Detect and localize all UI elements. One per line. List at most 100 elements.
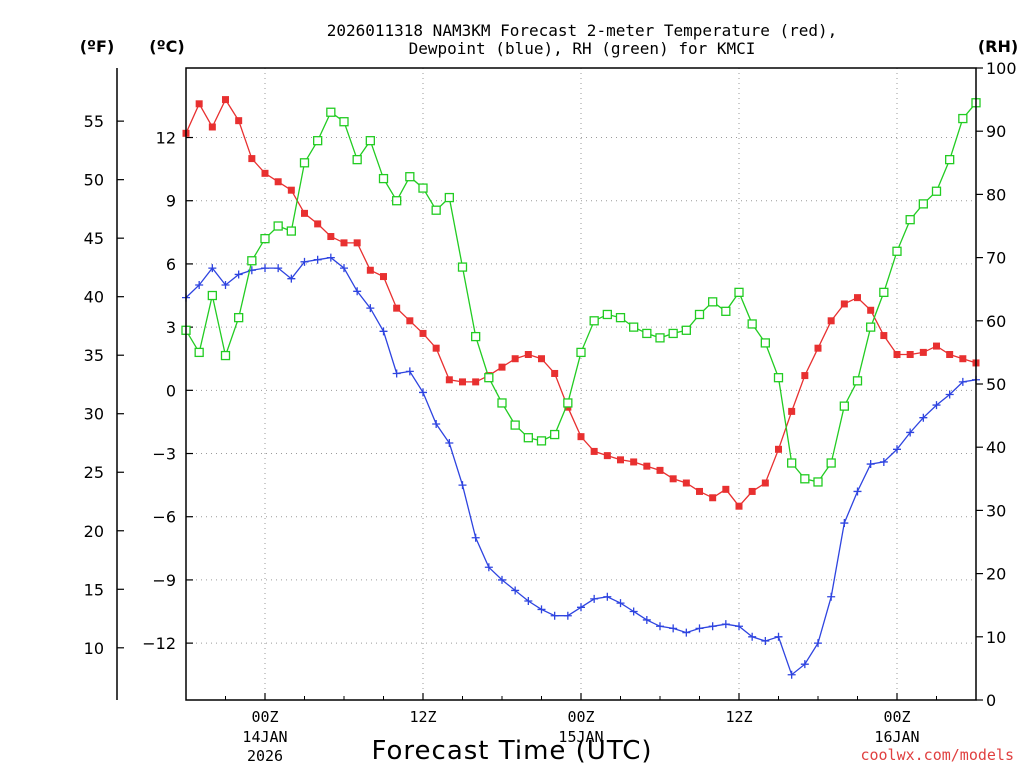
rh-point <box>365 136 375 146</box>
dewpoint-point <box>695 624 704 633</box>
temperature-point <box>709 494 717 502</box>
dewpoint-point <box>498 575 506 584</box>
temperature-point <box>577 433 585 441</box>
temperature-point <box>867 306 875 314</box>
rh-point <box>760 338 770 348</box>
rh-tick-label: 30 <box>986 501 1006 520</box>
gridlines <box>186 68 976 700</box>
rh-point <box>734 287 744 298</box>
dewpoint-point <box>221 280 230 289</box>
rh-point <box>708 297 718 307</box>
temperature-point <box>590 447 598 455</box>
dewpoint-point <box>432 420 441 429</box>
dewpoint-point <box>682 628 691 637</box>
dewpoint-point <box>195 280 204 289</box>
dewpoint-point <box>511 586 520 595</box>
dewpoint-point <box>629 607 638 616</box>
rh-point <box>813 477 823 487</box>
rh-point <box>747 319 757 329</box>
dewpoint-point <box>656 622 664 631</box>
rh-point <box>879 287 889 298</box>
dewpoint-point <box>445 438 454 447</box>
temperature-point <box>538 355 545 363</box>
fahrenheit-tick-label: 35 <box>84 346 104 365</box>
rh-point <box>694 309 705 320</box>
temperature-point <box>261 169 269 177</box>
dewpoint-point <box>932 401 941 410</box>
temperature-point <box>603 452 611 460</box>
temperature-point <box>287 186 295 194</box>
dewpoint-point <box>340 264 348 273</box>
dewpoint-point <box>379 327 388 336</box>
fahrenheit-ticks: 10 15 20 25 30 35 40 45 50 55 <box>84 112 124 658</box>
rh-point <box>550 429 560 440</box>
rh-tick-label: 10 <box>986 628 1006 647</box>
temperature-point <box>722 485 730 493</box>
dewpoint-point <box>405 367 414 376</box>
temperature-point <box>827 317 835 325</box>
temperature-point <box>669 475 677 483</box>
temperature-point <box>248 155 256 163</box>
rh-tick-label: 60 <box>986 312 1006 331</box>
rh-point <box>299 158 310 168</box>
temperature-point <box>498 363 506 371</box>
rh-point <box>945 154 955 165</box>
temperature-point <box>511 355 519 363</box>
dewpoint-point <box>669 624 678 633</box>
rh-tick-label: 80 <box>986 185 1006 204</box>
celsius-tick-label: −12 <box>142 634 176 653</box>
celsius-tick-label: −9 <box>152 571 176 590</box>
series-relative-humidity <box>181 98 981 487</box>
temperature-point <box>630 458 638 466</box>
dewpoint-point <box>748 632 757 641</box>
temperature-point <box>840 300 848 308</box>
dewpoint-point <box>603 592 612 601</box>
x-tick-label: 00Z <box>251 708 278 726</box>
fahrenheit-tick-label: 20 <box>84 522 104 541</box>
temperature-point <box>340 239 348 247</box>
dewpoint-point <box>827 592 836 601</box>
rh-point <box>787 458 797 468</box>
dewpoint-point <box>261 264 269 273</box>
celsius-ticks: −12 −9 −6 −3 0 3 6 9 12 <box>142 129 193 653</box>
temperature-point <box>854 294 861 302</box>
dewpoint-point <box>326 253 335 262</box>
rh-point <box>313 136 323 146</box>
rh-point <box>378 173 389 184</box>
x-tick-label: 00Z <box>883 708 910 726</box>
temperature-point <box>393 304 401 312</box>
rh-point <box>484 373 494 383</box>
rh-point <box>642 328 652 339</box>
rh-point <box>392 196 402 206</box>
x-axis-title: Forecast Time (UTC) <box>371 736 652 766</box>
x-tick-date-label: 16JAN <box>874 728 919 746</box>
dewpoint-point <box>537 605 546 614</box>
temperature-point <box>406 317 414 325</box>
temperature-point <box>761 479 769 487</box>
rh-point <box>866 322 876 332</box>
rh-tick-label: 0 <box>986 691 996 710</box>
dewpoint-point <box>708 622 717 631</box>
rh-point <box>260 233 270 244</box>
rh-point <box>247 256 257 266</box>
chart-title-line-2: Dewpoint (blue), RH (green) for KMCI <box>409 39 756 58</box>
rh-point <box>892 246 902 256</box>
source-credit: coolwx.com/models <box>860 746 1014 764</box>
dewpoint-point <box>866 460 875 469</box>
rh-point <box>234 312 244 323</box>
rh-ticks: 0 10 20 30 40 50 60 70 80 90 100 <box>976 59 1017 710</box>
rh-tick-label: 50 <box>986 375 1006 394</box>
rh-point <box>931 186 942 196</box>
rh-point <box>826 458 836 468</box>
temperature-point <box>445 376 453 384</box>
fahrenheit-tick-label: 55 <box>84 112 104 131</box>
dewpoint-point <box>234 270 243 279</box>
temperature-point <box>353 239 361 247</box>
rh-point <box>207 290 217 301</box>
rh-point <box>958 113 968 124</box>
dewpoint-point <box>590 594 599 603</box>
dewpoint-point <box>366 304 375 313</box>
celsius-tick-label: 3 <box>166 318 176 337</box>
